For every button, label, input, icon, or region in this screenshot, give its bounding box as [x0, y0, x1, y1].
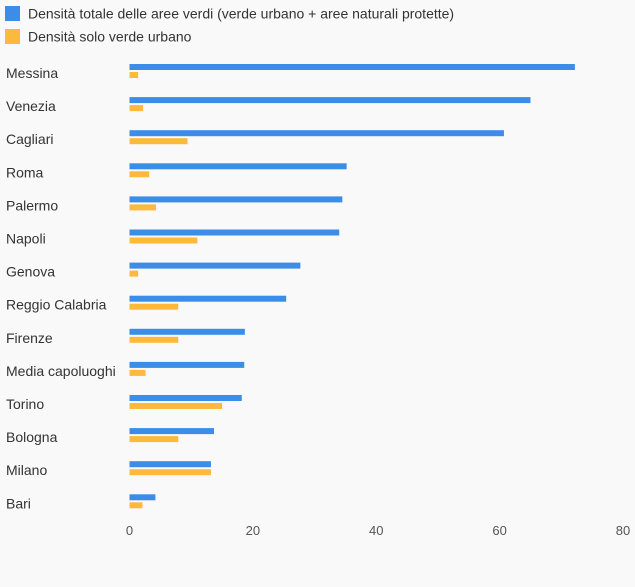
bar-total-reggio-calabria: [129, 295, 287, 302]
bar-total-messina: [129, 64, 575, 70]
category-label: Cagliari: [6, 131, 53, 147]
legend-label-1: Densità solo verde urbano: [28, 29, 192, 45]
bar-total-milano: [129, 461, 211, 468]
legend-swatch-0: [5, 6, 20, 21]
category-label: Reggio Calabria: [6, 297, 107, 313]
bar-urban-napoli: [129, 237, 198, 244]
bar-urban-venezia: [129, 105, 144, 112]
legend: Densità totale delle aree verdi (verde u…: [5, 6, 454, 45]
bar-urban-reggio-calabria: [129, 303, 179, 310]
x-tick-label: 40: [369, 523, 383, 538]
bar-total-genova: [129, 262, 301, 269]
category-label: Napoli: [6, 231, 46, 247]
bar-total-cagliari: [129, 130, 504, 137]
bar-total-palermo: [129, 196, 343, 203]
category-label: Bari: [6, 495, 31, 511]
bar-total-roma: [129, 163, 347, 170]
legend-swatch-1: [5, 29, 20, 44]
bar-urban-bari: [129, 502, 143, 509]
bar-urban-torino: [129, 403, 223, 409]
x-tick-label: 0: [126, 523, 133, 538]
bar-total-napoli: [129, 229, 340, 236]
x-tick-label: 20: [246, 523, 260, 538]
bar-total-venezia: [129, 97, 531, 104]
x-axis: 0 20 40 60 80: [126, 523, 630, 538]
bar-urban-bologna: [129, 436, 179, 443]
category-label: Bologna: [6, 429, 58, 445]
bar-total-torino: [129, 395, 242, 401]
legend-label-0: Densità totale delle aree verdi (verde u…: [28, 6, 454, 22]
bar-urban-palermo: [129, 204, 157, 211]
x-tick-label: 80: [616, 523, 630, 538]
category-label: Genova: [6, 264, 55, 280]
category-label: Palermo: [6, 197, 58, 213]
bar-total-firenze: [129, 328, 245, 335]
bar-urban-media-capoluoghi: [129, 369, 146, 376]
bar-urban-cagliari: [129, 138, 188, 145]
bars: [129, 64, 575, 509]
bar-total-bari: [129, 494, 156, 501]
bar-urban-milano: [129, 469, 211, 476]
category-label: Milano: [6, 462, 47, 478]
category-label: Venezia: [6, 98, 56, 114]
category-labels: Messina Venezia Cagliari Roma Palermo Napoli G…: [6, 65, 116, 511]
bar-urban-roma: [129, 171, 150, 178]
category-label: Torino: [6, 396, 44, 412]
bar-total-media-capoluoghi: [129, 361, 245, 368]
bar-urban-genova: [129, 270, 139, 277]
category-label: Roma: [6, 164, 44, 180]
bar-total-bologna: [129, 428, 215, 435]
category-label: Firenze: [6, 330, 53, 346]
category-label: Media capoluoghi: [6, 363, 116, 379]
x-tick-label: 60: [492, 523, 506, 538]
category-label: Messina: [6, 65, 58, 81]
bar-urban-firenze: [129, 336, 179, 343]
bar-urban-messina: [129, 72, 139, 78]
